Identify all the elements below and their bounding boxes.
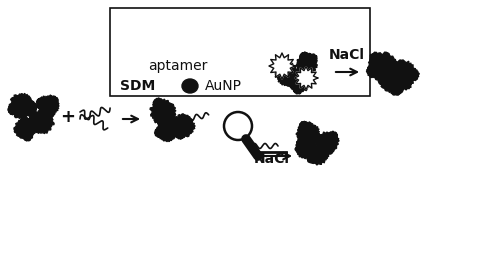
Polygon shape	[152, 98, 164, 110]
Polygon shape	[328, 131, 338, 141]
Polygon shape	[296, 122, 320, 146]
Text: aptamer: aptamer	[148, 59, 208, 73]
Polygon shape	[150, 99, 176, 125]
Polygon shape	[296, 53, 318, 75]
Polygon shape	[399, 77, 411, 90]
Polygon shape	[290, 72, 310, 93]
Polygon shape	[36, 98, 46, 108]
Polygon shape	[318, 132, 339, 153]
FancyBboxPatch shape	[110, 8, 370, 96]
Polygon shape	[170, 127, 179, 136]
Polygon shape	[378, 74, 390, 86]
Polygon shape	[307, 153, 317, 163]
Polygon shape	[285, 76, 296, 87]
Polygon shape	[44, 108, 54, 118]
Polygon shape	[276, 62, 298, 86]
Polygon shape	[392, 83, 404, 95]
Polygon shape	[308, 144, 329, 165]
Polygon shape	[269, 53, 295, 79]
Polygon shape	[296, 139, 305, 148]
Text: AuNP: AuNP	[205, 79, 242, 93]
Polygon shape	[48, 96, 58, 106]
Polygon shape	[310, 132, 321, 143]
Polygon shape	[390, 84, 402, 95]
Polygon shape	[163, 113, 174, 125]
Polygon shape	[8, 103, 20, 115]
Polygon shape	[307, 148, 316, 156]
Text: +: +	[60, 108, 76, 126]
Text: SDM: SDM	[120, 79, 155, 93]
Polygon shape	[28, 115, 40, 125]
Polygon shape	[9, 93, 34, 119]
Text: NaCl: NaCl	[329, 48, 365, 62]
Polygon shape	[380, 68, 406, 94]
Polygon shape	[295, 139, 314, 158]
Polygon shape	[366, 64, 380, 78]
Polygon shape	[390, 60, 417, 88]
Polygon shape	[31, 110, 54, 133]
Polygon shape	[294, 66, 318, 90]
Polygon shape	[24, 103, 36, 115]
Polygon shape	[300, 52, 310, 62]
Polygon shape	[370, 52, 383, 66]
Polygon shape	[299, 121, 310, 132]
Polygon shape	[27, 121, 37, 132]
Polygon shape	[306, 147, 316, 156]
Polygon shape	[324, 145, 334, 155]
Circle shape	[224, 112, 252, 140]
Polygon shape	[171, 114, 195, 138]
Polygon shape	[307, 147, 316, 156]
Polygon shape	[406, 68, 419, 81]
Polygon shape	[154, 128, 164, 138]
Polygon shape	[368, 52, 398, 81]
Polygon shape	[23, 131, 32, 141]
Polygon shape	[25, 101, 37, 113]
Polygon shape	[170, 119, 180, 130]
Polygon shape	[20, 116, 30, 126]
Polygon shape	[14, 119, 36, 140]
Polygon shape	[157, 120, 178, 142]
Polygon shape	[278, 61, 288, 72]
Polygon shape	[292, 70, 302, 80]
Ellipse shape	[182, 79, 198, 93]
Polygon shape	[30, 112, 40, 122]
Text: NaCl: NaCl	[254, 152, 290, 166]
Polygon shape	[175, 128, 186, 139]
Polygon shape	[316, 141, 326, 150]
Polygon shape	[308, 54, 317, 64]
Polygon shape	[320, 145, 329, 155]
Polygon shape	[308, 134, 319, 145]
Polygon shape	[293, 84, 303, 94]
Polygon shape	[386, 60, 400, 74]
Polygon shape	[37, 95, 59, 116]
